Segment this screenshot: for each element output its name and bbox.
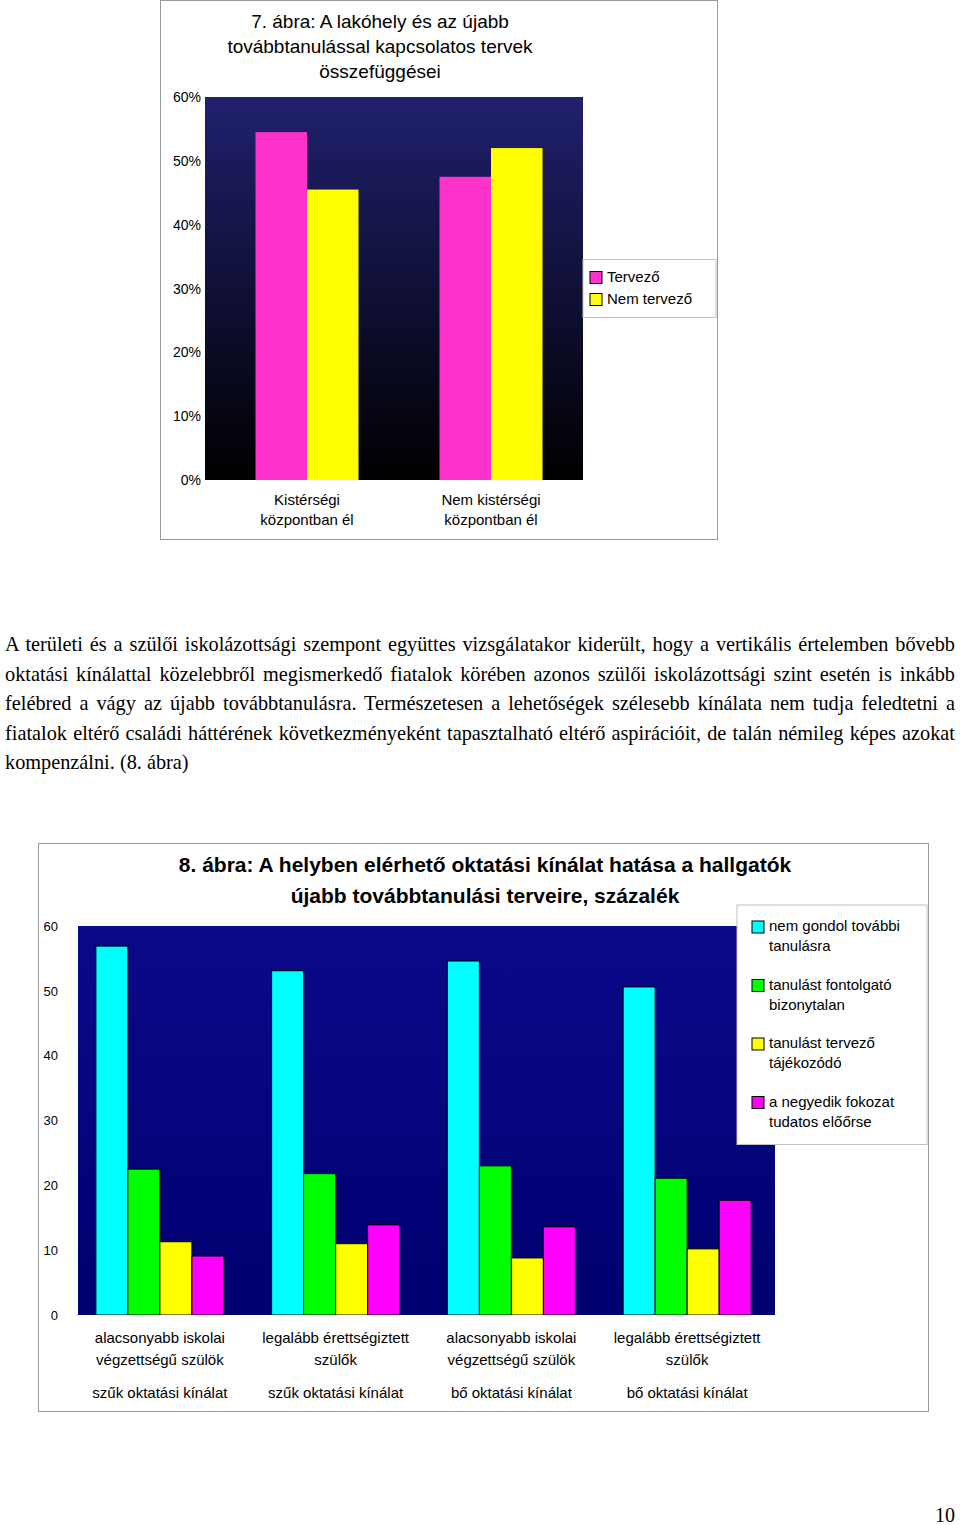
legend-swatch xyxy=(590,294,602,306)
legend-label: Tervező xyxy=(607,268,660,285)
bar xyxy=(192,1256,224,1315)
legend-swatch xyxy=(590,272,602,284)
y-tick-label: 20 xyxy=(44,1178,58,1193)
bar xyxy=(368,1225,400,1315)
category-label: bő oktatási kínálat xyxy=(451,1384,573,1401)
y-tick-label: 40 xyxy=(44,1048,58,1063)
chart-title: összefüggései xyxy=(319,61,440,82)
y-tick-label: 60% xyxy=(173,89,201,105)
category-label: végzettségű szülök xyxy=(96,1351,224,1368)
category-label: Kistérségi xyxy=(274,491,340,508)
y-tick-label: 0 xyxy=(51,1308,58,1323)
body-paragraph: A területi és a szülői iskolázottsági sz… xyxy=(5,630,955,778)
bar xyxy=(272,971,304,1315)
bar xyxy=(256,132,308,480)
y-tick-label: 60 xyxy=(44,919,58,934)
chart: 8. ábra: A helyben elérhető oktatási kín… xyxy=(39,844,929,1412)
legend-swatch xyxy=(752,1038,764,1050)
legend-label: tanulást tervező xyxy=(769,1034,875,1051)
category-label: alacsonyabb iskolai xyxy=(446,1329,576,1346)
legend-label: Nem tervező xyxy=(607,290,692,307)
legend-label: bizonytalan xyxy=(769,996,845,1013)
category-label: szűk oktatási kínálat xyxy=(92,1384,228,1401)
y-tick-label: 30 xyxy=(44,1113,58,1128)
y-tick-label: 50 xyxy=(44,984,58,999)
y-tick-label: 20% xyxy=(173,344,201,360)
y-tick-label: 10 xyxy=(44,1243,58,1258)
legend-swatch xyxy=(752,980,764,992)
bar xyxy=(479,1166,511,1315)
y-tick-label: 10% xyxy=(173,408,201,424)
legend-label: a negyedik fokozat xyxy=(769,1093,895,1110)
chart-frame xyxy=(161,1,718,540)
category-label: szűk oktatási kínálat xyxy=(268,1384,404,1401)
plot-area xyxy=(78,926,775,1315)
bar xyxy=(719,1200,751,1315)
y-tick-label: 50% xyxy=(173,153,201,169)
category-label: Nem kistérségi xyxy=(441,491,540,508)
legend-label: tájékozódó xyxy=(769,1054,842,1071)
category-label: legalább érettségiztett xyxy=(262,1329,410,1346)
plot-area xyxy=(205,97,583,480)
legend-label: tanulásra xyxy=(769,937,831,954)
bar xyxy=(687,1249,719,1315)
bar xyxy=(128,1169,160,1315)
bar xyxy=(307,190,359,480)
category-label: bő oktatási kínálat xyxy=(627,1384,749,1401)
bar xyxy=(511,1258,543,1315)
chart-title: továbbtanulással kapcsolatos tervek xyxy=(227,36,533,57)
category-label: végzettségű szülök xyxy=(448,1351,576,1368)
legend-box xyxy=(737,905,927,1145)
bar xyxy=(623,987,655,1315)
y-tick-label: 0% xyxy=(181,472,201,488)
chart-frame xyxy=(39,844,929,1412)
category-label: szülők xyxy=(666,1351,709,1368)
category-label: legalább érettségiztett xyxy=(614,1329,762,1346)
bar xyxy=(655,1178,687,1315)
bar xyxy=(543,1227,575,1315)
bar xyxy=(447,961,479,1315)
chart-title: újabb továbbtanulási terveire, százalék xyxy=(291,884,680,907)
category-label: központban él xyxy=(444,511,537,528)
legend-label: tanulást fontolgató xyxy=(769,976,892,993)
legend: Tervező Nem tervező xyxy=(583,260,716,318)
chart-title: 7. ábra: A lakóhely és az újabb xyxy=(251,11,509,32)
y-tick-label: 40% xyxy=(173,217,201,233)
bar xyxy=(304,1174,336,1315)
legend-swatch xyxy=(752,921,764,933)
chart-title: 8. ábra: A helyben elérhető oktatási kín… xyxy=(179,853,792,876)
chart: 7. ábra: A lakóhely és az újabb továbbtan… xyxy=(161,1,718,540)
category-label: szülők xyxy=(314,1351,357,1368)
bar xyxy=(336,1244,368,1315)
bars xyxy=(96,946,751,1315)
legend: nem gondol további tanulásra tanulást font… xyxy=(737,905,927,1145)
bar xyxy=(160,1242,192,1315)
category-label: központban él xyxy=(260,511,353,528)
legend-label: tudatos előőrse xyxy=(769,1113,872,1130)
page-number: 10 xyxy=(935,1504,955,1525)
legend-box xyxy=(583,260,716,318)
bars xyxy=(256,132,543,480)
legend-swatch xyxy=(752,1097,764,1109)
bar xyxy=(96,946,128,1315)
y-tick-label: 30% xyxy=(173,281,201,297)
legend-label: nem gondol további xyxy=(769,917,900,934)
category-label: alacsonyabb iskolai xyxy=(95,1329,225,1346)
bar xyxy=(440,177,492,480)
bar xyxy=(491,148,543,480)
